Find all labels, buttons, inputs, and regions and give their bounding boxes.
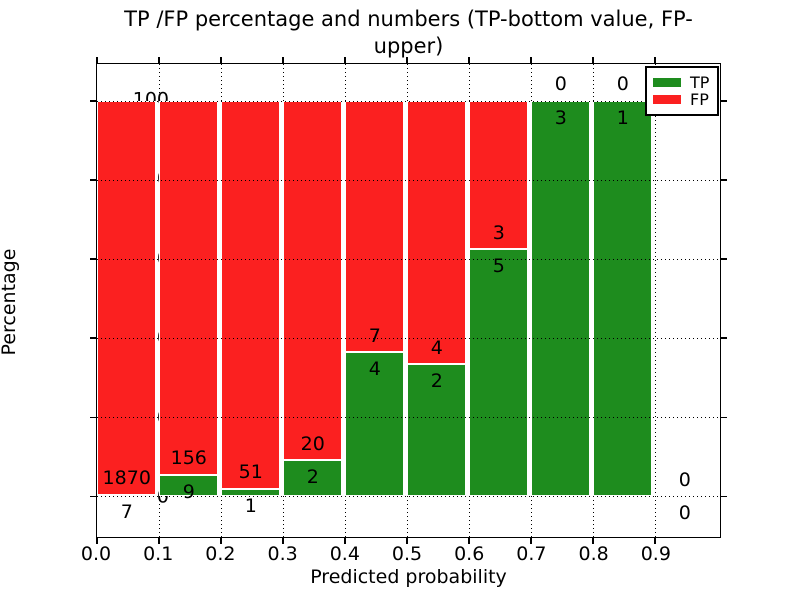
y-tick-mark — [721, 337, 727, 339]
tp-bar-segment — [407, 364, 467, 497]
tp-bar-segment — [283, 460, 343, 497]
y-tick-mark — [721, 416, 727, 419]
x-tick-mark — [158, 538, 160, 544]
fp-count-label: 4 — [430, 337, 443, 360]
tp-bar-segment — [159, 474, 219, 497]
tp-bar-segment — [531, 100, 591, 497]
fp-count-label: 0 — [616, 73, 629, 96]
fp-bar-segment — [283, 100, 343, 461]
fp-count-label: 7 — [368, 325, 381, 348]
x-tick-label: 0.2 — [205, 543, 236, 565]
x-tick-mark — [468, 538, 470, 544]
tp-count-label: 5 — [492, 255, 505, 277]
horizontal-gridline — [97, 179, 720, 181]
x-tick-mark — [530, 538, 532, 544]
fp-count-label: 3 — [492, 221, 505, 244]
y-tick-mark — [90, 495, 96, 498]
x-tick-mark — [530, 57, 532, 63]
fp-bar-segment — [407, 100, 467, 365]
horizontal-gridline — [97, 337, 720, 339]
x-tick-mark — [592, 538, 594, 544]
tp-count-label: 0 — [678, 502, 691, 525]
fp-bar-segment — [221, 100, 281, 489]
x-tick-mark — [406, 538, 408, 544]
y-tick-mark — [90, 179, 96, 181]
plot-area: 1870 7 156 9 51 1 20 2 7 4 4 2 3 5 0 3 0 1 0 0 — [90, 57, 727, 544]
y-axis-label: Percentage — [0, 248, 20, 356]
horizontal-gridline — [97, 258, 720, 260]
fp-count-label: 51 — [238, 461, 263, 484]
legend-entry-tp: TP — [653, 74, 710, 91]
y-tick-mark — [721, 495, 727, 498]
tp-count-label: 1 — [616, 106, 629, 129]
fp-legend-label: FP — [690, 89, 709, 109]
x-tick-label: 0.6 — [454, 543, 485, 565]
x-tick-mark — [282, 538, 284, 544]
chart-title-line1: TP /FP percentage and numbers (TP-bottom… — [124, 7, 693, 58]
fp-count-label: 156 — [170, 447, 207, 470]
fp-count-label: 1870 — [102, 467, 151, 490]
tp-count-label: 9 — [182, 480, 195, 503]
x-tick-mark — [96, 57, 98, 63]
x-tick-label: 0.1 — [143, 543, 174, 565]
legend: TP FP — [645, 66, 719, 116]
fp-count-label: 0 — [554, 73, 567, 96]
tp-legend-swatch — [653, 78, 681, 87]
x-tick-label: 0.4 — [329, 543, 360, 565]
tp-bar-segment — [593, 100, 653, 497]
x-tick-label: 0.5 — [391, 543, 423, 565]
y-tick-mark — [90, 416, 96, 419]
tp-bar-segment — [221, 488, 281, 497]
horizontal-gridline — [97, 100, 720, 102]
x-tick-label: 0.7 — [516, 543, 547, 565]
fp-count-label: 20 — [300, 433, 325, 455]
tp-count-label: 2 — [430, 370, 443, 393]
y-tick-mark — [721, 258, 727, 260]
fp-bar-segment — [159, 100, 219, 475]
y-tick-mark — [721, 100, 727, 102]
x-tick-mark — [220, 538, 222, 544]
tp-count-label: 3 — [554, 106, 567, 129]
horizontal-gridline — [97, 496, 720, 498]
x-tick-label: 0.8 — [578, 543, 609, 565]
tp-count-label: 1 — [244, 494, 257, 517]
x-axis-label: Predicted probability — [310, 566, 507, 588]
x-tick-mark — [654, 57, 656, 63]
x-tick-label: 0.9 — [640, 543, 671, 565]
x-tick-mark — [468, 57, 470, 63]
x-tick-mark — [344, 538, 346, 544]
fp-bar-segment — [97, 100, 157, 495]
fp-count-label: 0 — [678, 468, 691, 491]
vertical-gridline — [655, 64, 656, 537]
tp-legend-label: TP — [690, 72, 710, 92]
x-tick-mark — [220, 57, 222, 63]
x-tick-mark — [158, 57, 160, 63]
x-tick-mark — [282, 57, 284, 63]
y-tick-mark — [90, 100, 96, 102]
x-tick-label: 0.3 — [267, 543, 298, 565]
x-tick-mark — [592, 57, 594, 63]
legend-entry-fp: FP — [653, 91, 710, 108]
tp-bar-segment — [469, 249, 529, 497]
fp-bar-segment — [345, 100, 405, 353]
y-tick-mark — [90, 258, 96, 260]
tp-count-label: 4 — [368, 358, 381, 381]
fp-legend-swatch — [653, 95, 681, 104]
x-tick-mark — [96, 538, 98, 544]
x-tick-mark — [406, 57, 408, 63]
y-tick-mark — [721, 179, 727, 181]
horizontal-gridline — [97, 417, 720, 419]
fp-bar-segment — [469, 100, 529, 249]
x-tick-label: 0.0 — [80, 543, 112, 565]
tp-count-label: 2 — [306, 466, 319, 489]
tp-bar-segment — [345, 352, 405, 497]
tp-count-label: 7 — [120, 500, 133, 523]
y-tick-mark — [90, 337, 96, 339]
x-tick-mark — [654, 538, 656, 544]
x-tick-mark — [344, 57, 346, 63]
